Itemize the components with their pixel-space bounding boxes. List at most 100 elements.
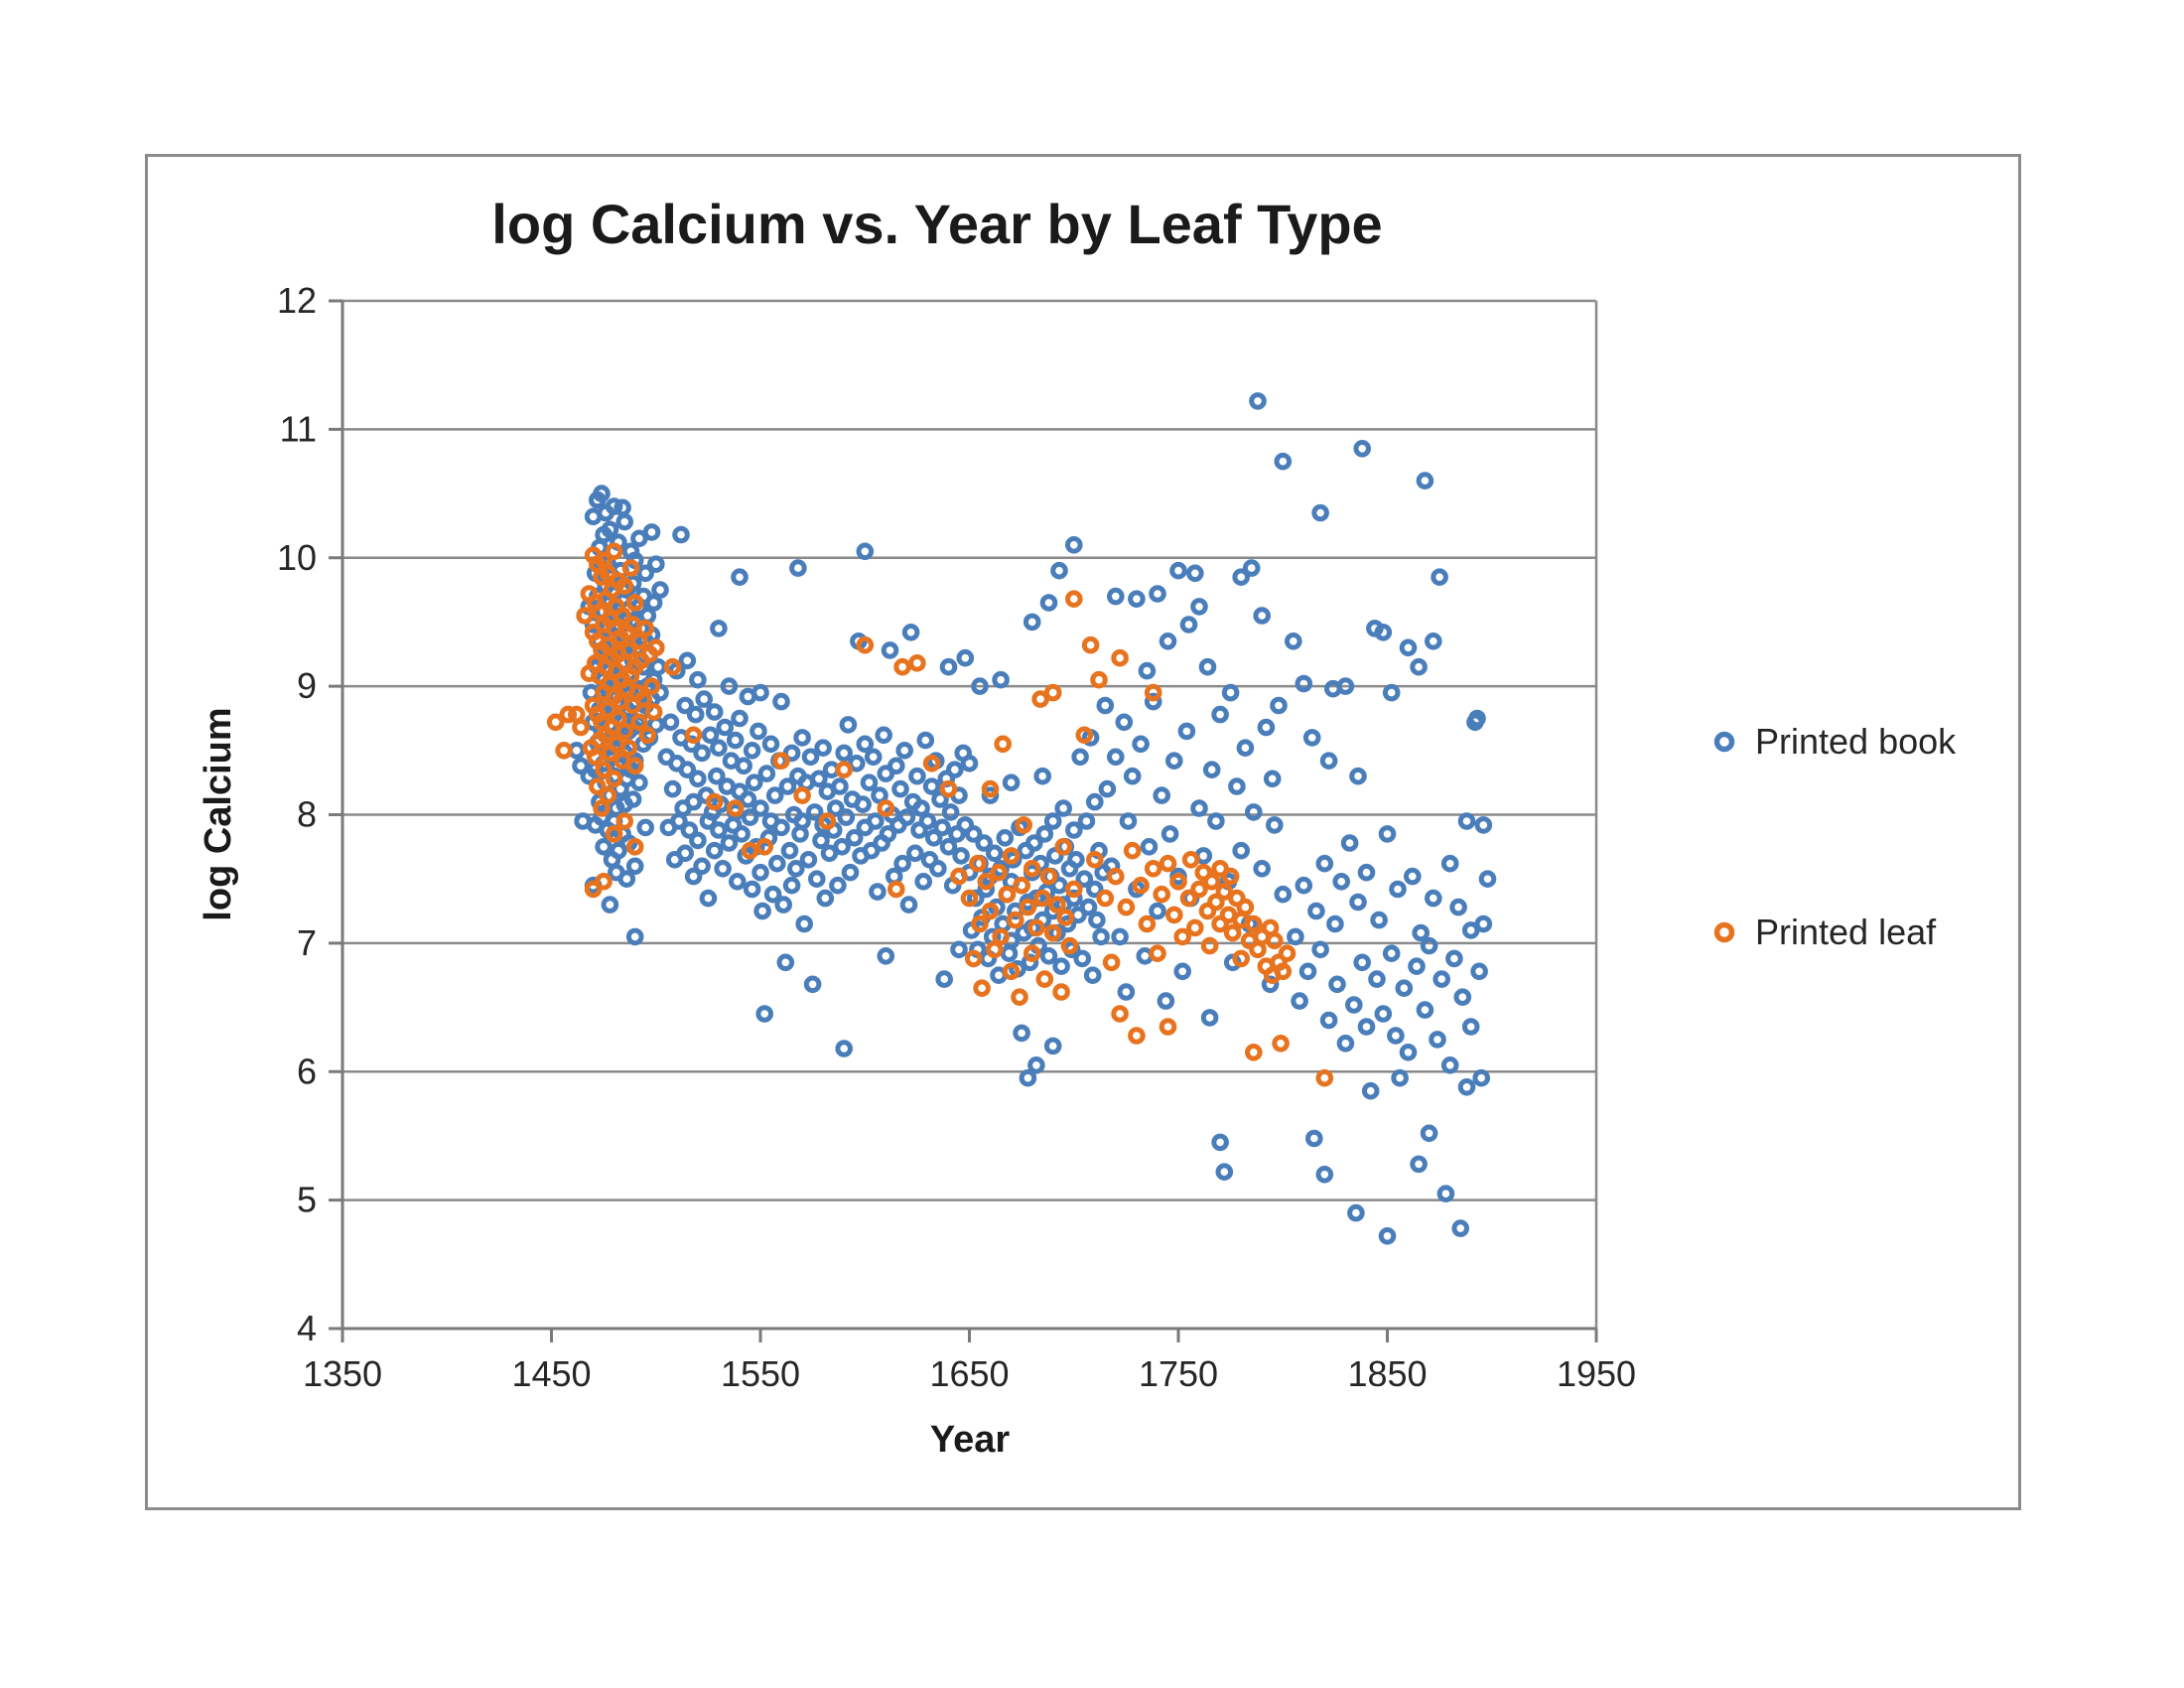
data-point	[695, 690, 714, 708]
data-point	[663, 657, 682, 676]
data-point	[765, 786, 784, 804]
data-point	[1013, 1024, 1030, 1043]
data-point	[741, 808, 759, 826]
data-point	[599, 786, 617, 804]
data-point	[935, 970, 954, 988]
data-point	[1132, 876, 1150, 895]
data-point	[990, 863, 1008, 882]
data-point	[1211, 1133, 1229, 1152]
data-point	[599, 700, 617, 719]
data-point	[1202, 761, 1221, 779]
series-printed-book	[568, 392, 1497, 1245]
data-point	[1067, 851, 1085, 869]
data-point	[1086, 851, 1104, 869]
data-point	[726, 799, 745, 817]
data-point	[1245, 914, 1263, 933]
data-point	[835, 1040, 854, 1057]
data-point	[615, 512, 634, 531]
data-point	[1395, 979, 1414, 998]
data-point	[615, 722, 634, 741]
data-point	[1315, 1068, 1334, 1087]
data-point	[625, 927, 644, 946]
data-point	[810, 770, 828, 788]
data-point	[630, 774, 648, 792]
data-point	[1245, 803, 1263, 821]
data-point	[1200, 1009, 1219, 1027]
data-point	[816, 889, 835, 908]
data-point	[1132, 735, 1150, 754]
data-point	[1081, 635, 1100, 654]
data-point	[1065, 889, 1083, 908]
data-point	[716, 718, 735, 737]
data-point	[837, 808, 856, 826]
data-point	[1440, 1056, 1459, 1074]
data-point	[1002, 774, 1021, 792]
data-point	[1412, 923, 1430, 942]
data-point	[946, 761, 964, 779]
data-point	[1043, 812, 1062, 830]
data-point	[1144, 860, 1162, 878]
data-point	[1190, 880, 1208, 899]
data-point	[920, 851, 939, 869]
data-point	[630, 633, 648, 650]
data-point	[1431, 568, 1448, 587]
data-point	[644, 594, 663, 612]
data-point	[605, 825, 623, 843]
data-point	[1138, 914, 1157, 933]
data-point	[1478, 870, 1497, 889]
data-point	[741, 841, 759, 860]
data-point	[1023, 613, 1041, 632]
data-point	[1065, 590, 1083, 609]
data-point	[1353, 953, 1371, 972]
data-point	[1416, 472, 1434, 490]
data-point	[1305, 1129, 1323, 1148]
data-point	[720, 834, 739, 852]
data-point	[1378, 1227, 1397, 1245]
data-point	[1177, 722, 1196, 741]
data-point	[710, 739, 728, 758]
y-tick-label: 6	[297, 1051, 317, 1091]
data-point	[625, 594, 644, 612]
data-point	[908, 654, 926, 672]
data-point	[1050, 561, 1068, 580]
data-point	[636, 564, 655, 583]
data-point	[1186, 564, 1204, 583]
data-point	[1046, 847, 1064, 865]
legend-label-printed-book: Printed book	[1755, 721, 1957, 762]
data-point	[1382, 944, 1401, 963]
data-point	[546, 713, 565, 732]
data-point	[1295, 674, 1313, 693]
chart-title: log Calcium vs. Year by Leaf Type	[491, 193, 1382, 255]
data-point	[1157, 992, 1175, 1010]
data-point	[1215, 883, 1234, 901]
data-point	[636, 620, 655, 637]
data-point	[1242, 559, 1261, 577]
data-point	[593, 799, 611, 817]
data-point	[1140, 838, 1159, 856]
data-point	[621, 559, 640, 577]
data-point	[929, 860, 947, 878]
y-tick-label: 7	[297, 922, 317, 963]
data-point	[1086, 880, 1104, 899]
data-point	[922, 777, 941, 795]
data-point	[1232, 841, 1250, 860]
data-point	[948, 825, 966, 843]
data-point	[1391, 1068, 1409, 1087]
data-point	[686, 705, 705, 724]
data-point	[1389, 880, 1407, 899]
data-point	[1048, 896, 1066, 914]
data-point	[772, 752, 790, 771]
data-point	[831, 777, 849, 795]
data-point	[699, 889, 718, 908]
data-point	[1035, 970, 1054, 988]
data-point	[918, 812, 937, 830]
data-point	[1263, 770, 1282, 788]
data-point	[1111, 648, 1129, 667]
data-point	[1221, 683, 1240, 702]
data-point	[969, 854, 987, 873]
data-point	[1083, 966, 1102, 985]
data-point	[1345, 996, 1363, 1014]
data-point	[672, 525, 690, 544]
data-point	[1179, 889, 1198, 908]
